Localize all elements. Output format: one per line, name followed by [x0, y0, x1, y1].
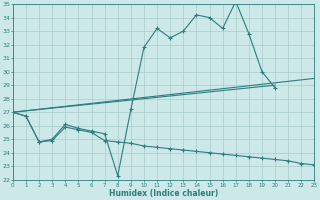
X-axis label: Humidex (Indice chaleur): Humidex (Indice chaleur): [109, 189, 218, 198]
